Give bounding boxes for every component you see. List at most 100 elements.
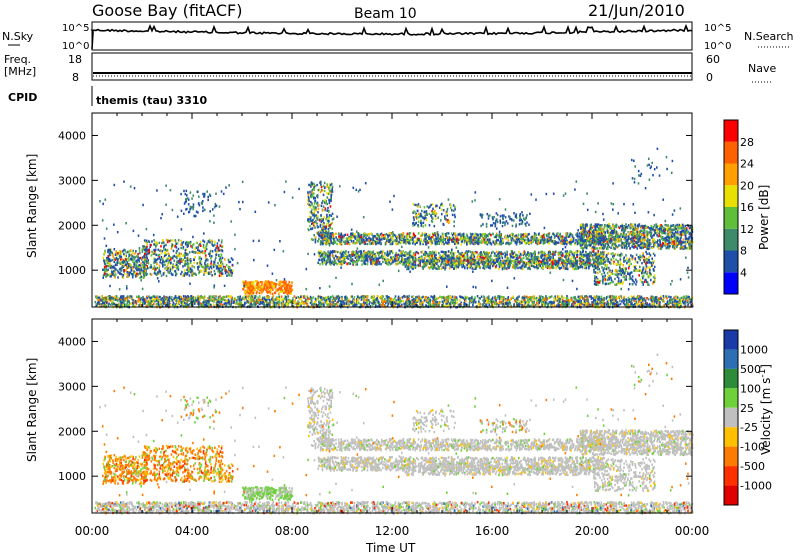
power-cell bbox=[332, 237, 335, 241]
power-cell bbox=[356, 255, 358, 259]
power-cell bbox=[422, 241, 425, 244]
power-cell bbox=[347, 300, 350, 303]
power-cell bbox=[400, 233, 402, 236]
power-cell bbox=[557, 297, 560, 301]
power-cell bbox=[657, 299, 660, 303]
power-cell bbox=[505, 299, 507, 302]
power-cell bbox=[597, 302, 600, 306]
power-cell bbox=[164, 301, 166, 305]
power-cell bbox=[369, 256, 371, 259]
power-cell bbox=[566, 299, 569, 302]
power-cell bbox=[126, 295, 129, 298]
power-cell bbox=[149, 301, 152, 304]
power-cell bbox=[675, 300, 678, 304]
power-cell bbox=[438, 302, 441, 305]
power-cell bbox=[322, 303, 325, 306]
power-cell bbox=[388, 240, 390, 243]
power-cell bbox=[336, 238, 339, 241]
power-cell bbox=[432, 235, 434, 239]
power-cell bbox=[97, 298, 99, 301]
power-cell bbox=[465, 258, 467, 261]
power-cell bbox=[198, 297, 201, 300]
power-cell bbox=[363, 261, 365, 265]
power-cell bbox=[450, 250, 453, 253]
power-cell bbox=[379, 242, 382, 245]
power-cell bbox=[585, 302, 588, 305]
power-cell bbox=[295, 296, 297, 299]
power-cell bbox=[381, 300, 383, 304]
power-cell bbox=[138, 304, 141, 307]
power-cell bbox=[471, 233, 473, 236]
power-cell bbox=[457, 242, 460, 245]
power-cell bbox=[224, 301, 227, 305]
power-cell bbox=[428, 303, 431, 307]
power-cell bbox=[287, 295, 289, 298]
power-cell bbox=[415, 250, 418, 254]
power-cell bbox=[314, 305, 316, 308]
power-cell bbox=[423, 253, 425, 256]
power-cell bbox=[548, 251, 550, 254]
power-cell bbox=[334, 296, 337, 300]
power-cell bbox=[135, 302, 138, 306]
power-cell bbox=[487, 295, 490, 298]
power-cell bbox=[155, 299, 158, 302]
power-cell bbox=[568, 303, 571, 306]
power-cell bbox=[342, 262, 344, 265]
power-cell bbox=[282, 302, 284, 306]
power-cell bbox=[402, 235, 405, 238]
power-cell bbox=[513, 251, 516, 254]
power-cell bbox=[572, 296, 575, 299]
power-cell bbox=[326, 254, 328, 257]
power-cell bbox=[435, 297, 438, 301]
power-cell bbox=[249, 300, 252, 304]
power-cell bbox=[228, 295, 231, 298]
power-cell bbox=[479, 236, 481, 239]
power-cell bbox=[482, 233, 484, 236]
power-cell bbox=[303, 296, 305, 299]
power-cell bbox=[212, 298, 215, 301]
power-cell bbox=[126, 302, 129, 305]
power-cell bbox=[685, 296, 688, 300]
power-cell bbox=[530, 298, 532, 301]
power-cell bbox=[431, 303, 433, 306]
power-cell bbox=[567, 252, 570, 256]
power-cell bbox=[377, 242, 379, 245]
power-cell bbox=[427, 296, 429, 299]
power-cell bbox=[108, 296, 111, 299]
power-cell bbox=[194, 302, 196, 305]
power-cell bbox=[454, 236, 457, 239]
power-cell bbox=[363, 303, 365, 306]
power-cell bbox=[600, 251, 602, 254]
power-cell bbox=[471, 251, 474, 254]
power-cell bbox=[682, 301, 685, 305]
power-cell bbox=[528, 305, 531, 308]
power-cell bbox=[351, 258, 354, 261]
power-cell bbox=[506, 250, 508, 253]
power-cell bbox=[273, 304, 275, 307]
power-cell bbox=[442, 234, 445, 238]
power-cell bbox=[205, 302, 208, 305]
power-cell bbox=[540, 298, 543, 301]
power-cell bbox=[386, 300, 389, 304]
power-cell bbox=[359, 254, 361, 257]
power-cell bbox=[242, 296, 244, 299]
power-cell bbox=[439, 256, 442, 260]
power-cell bbox=[579, 243, 581, 246]
power-cell bbox=[347, 236, 350, 240]
power-cell bbox=[551, 301, 553, 304]
power-cell bbox=[472, 242, 474, 245]
power-cell bbox=[458, 238, 461, 241]
power-cell bbox=[574, 305, 577, 308]
power-cell bbox=[682, 300, 684, 303]
power-cell bbox=[377, 259, 379, 262]
power-cell bbox=[436, 305, 439, 308]
power-cell bbox=[508, 242, 510, 246]
power-cell bbox=[450, 237, 452, 240]
power-cell bbox=[437, 236, 439, 239]
power-cell bbox=[465, 233, 468, 236]
power-cell bbox=[215, 304, 217, 307]
power-cell bbox=[221, 298, 223, 301]
power-cell bbox=[521, 237, 523, 240]
power-cell bbox=[654, 297, 657, 301]
power-cell bbox=[261, 302, 264, 305]
